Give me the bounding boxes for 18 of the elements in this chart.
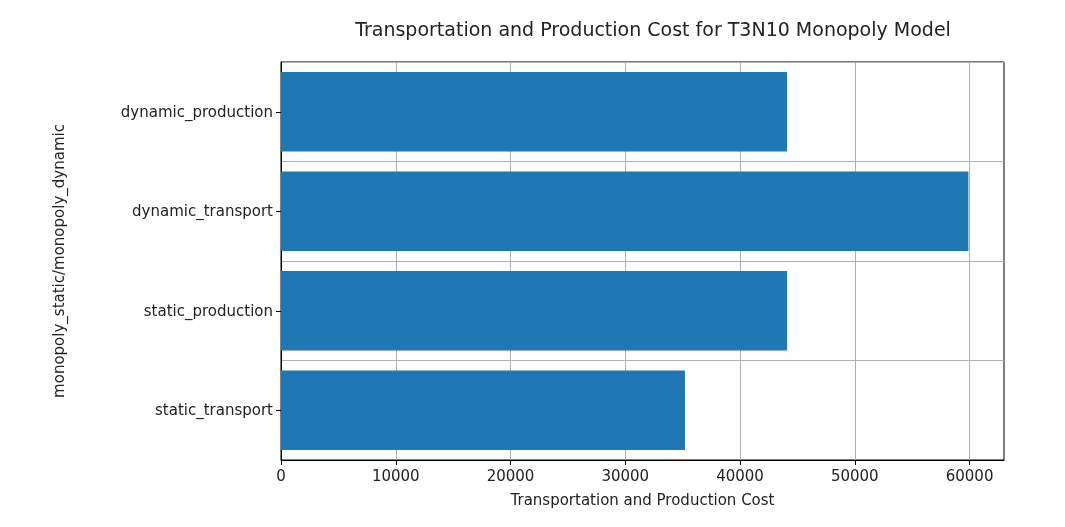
x-tick-label: 50000: [830, 466, 879, 485]
y-tick-label: dynamic_transport: [132, 202, 274, 222]
bar: [281, 171, 969, 252]
y-axis-title: monopoly_static/monopoly_dynamic: [49, 124, 69, 398]
x-axis-title: Transportation and Production Cost: [509, 490, 775, 509]
chart-title: Transportation and Production Cost for T3N10 Monopoly Model: [354, 17, 951, 40]
x-tick-label: 20000: [486, 466, 535, 485]
x-tick-label: 0: [276, 466, 286, 485]
x-tick-label: 60000: [945, 466, 994, 485]
x-tick-label: 10000: [371, 466, 420, 485]
bar: [281, 270, 788, 351]
x-tick-label: 40000: [716, 466, 764, 485]
y-tick-label: static_production: [143, 301, 273, 321]
x-tick-label: 30000: [601, 466, 650, 485]
bar: [281, 71, 788, 152]
bar: [281, 370, 685, 451]
y-tick-label: dynamic_production: [120, 102, 273, 122]
y-tick-label: static_transport: [155, 401, 274, 421]
